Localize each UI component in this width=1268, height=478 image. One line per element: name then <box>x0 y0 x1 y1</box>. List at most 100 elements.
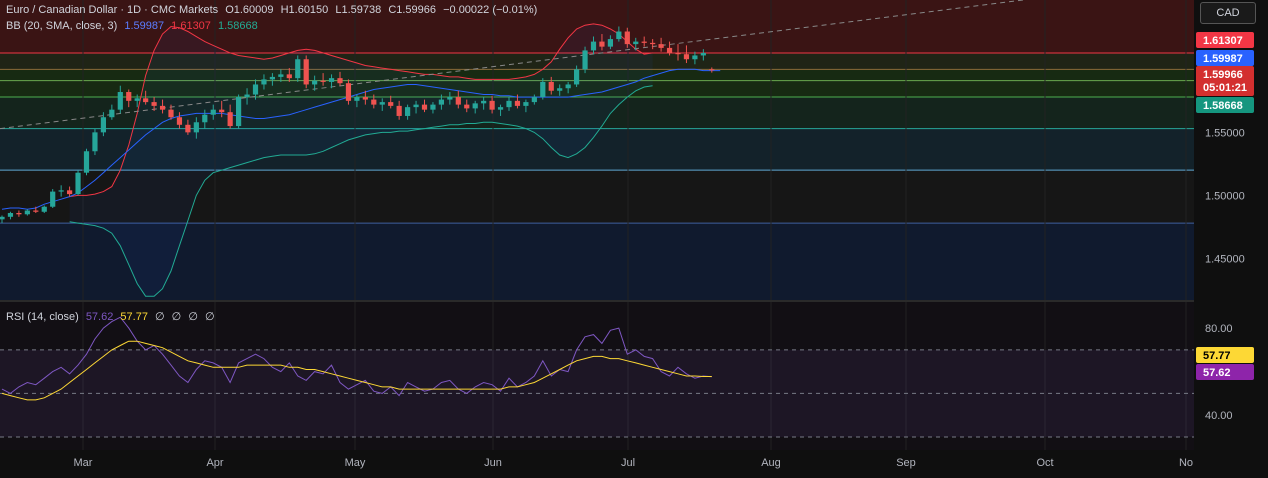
candle-body <box>658 44 664 48</box>
candle-body <box>692 55 698 60</box>
zone-band <box>0 128 1194 171</box>
rsi-pane-bg <box>0 302 1194 450</box>
candle-body <box>67 190 73 195</box>
ohlc-close: C1.59966 <box>388 4 437 16</box>
basis-tag: 1.59987 <box>1203 53 1243 65</box>
candle-body <box>607 39 613 47</box>
candle-body <box>421 104 428 110</box>
rsi-tick-label: 40.00 <box>1205 410 1233 422</box>
candle-body <box>379 102 385 105</box>
candle-body <box>641 41 647 43</box>
zone-band <box>0 170 1194 224</box>
rsi-ma-value: 57.77 <box>120 311 148 323</box>
candle-body <box>531 97 537 103</box>
ohlc-high: H1.60150 <box>280 4 329 16</box>
candle-body <box>633 41 639 45</box>
candle-body <box>58 190 64 192</box>
candle-body <box>464 104 470 109</box>
candle-body <box>590 41 597 51</box>
candle-body <box>50 191 56 207</box>
candle-body <box>624 31 630 45</box>
candle-body <box>75 172 81 195</box>
lower-band-tag: 1.58668 <box>1203 100 1243 112</box>
rsi-ma-tag-bg <box>1196 347 1254 363</box>
candle-body <box>269 76 275 80</box>
candle-body <box>0 216 5 220</box>
rsi-tag: 57.62 <box>1203 367 1231 379</box>
candle-body <box>159 105 166 110</box>
candle-body <box>455 97 461 105</box>
x-tick-label: No <box>1179 457 1193 469</box>
candle-body <box>489 100 495 110</box>
price-zones <box>0 0 1194 300</box>
candle-body <box>286 74 292 79</box>
candle-body <box>650 42 656 45</box>
candle-body <box>7 213 14 217</box>
candle-body <box>540 81 546 98</box>
candle-body <box>227 112 233 127</box>
trend-line[interactable] <box>0 0 1194 130</box>
candle-body <box>176 117 183 125</box>
bb-name: BB (20, SMA, close, 3) <box>6 20 118 32</box>
bollinger-bands <box>1 23 721 297</box>
rsi-null-1: ∅ <box>155 311 165 323</box>
candle-body <box>709 69 715 71</box>
currency-button[interactable]: CAD <box>1200 2 1256 24</box>
symbol-title: Euro / Canadian Dollar · 1D · CMC Market… <box>6 4 219 16</box>
candle-body <box>683 54 690 60</box>
zone-band <box>0 97 1194 129</box>
x-tick-label: Apr <box>206 457 223 469</box>
dashed-trend-line <box>0 0 1028 130</box>
rsi-lines <box>0 316 1194 438</box>
candle-body <box>548 81 554 91</box>
symbol-legend[interactable]: Euro / Canadian Dollar · 1D · CMC Market… <box>6 4 541 16</box>
candle-body <box>168 109 174 118</box>
lower-band-tag-bg <box>1196 97 1254 113</box>
candle-body <box>41 206 47 212</box>
candle-body <box>557 88 563 91</box>
candle-body <box>320 80 326 82</box>
candle-body <box>134 98 140 101</box>
bb-lower-line <box>69 85 653 297</box>
x-tick-label: Jun <box>484 457 502 469</box>
rsi-name: RSI (14, close) <box>6 311 79 323</box>
candle-body <box>100 117 106 133</box>
candle-body <box>202 114 208 123</box>
candle-body <box>675 52 681 55</box>
candle-body <box>117 92 123 110</box>
rsi-legend[interactable]: RSI (14, close) 57.62 57.77 ∅ ∅ ∅ ∅ <box>6 310 219 323</box>
axes: Mar Apr May Jun Jul Aug Sep Oct No 1.55000 1.50000… <box>74 127 1245 469</box>
candle-body <box>92 132 98 152</box>
rsi-null-4: ∅ <box>204 311 215 323</box>
candle-body <box>388 102 394 106</box>
x-tick-label: Sep <box>896 457 916 469</box>
candle-body <box>143 98 149 103</box>
rsi-tick-label: 80.00 <box>1205 323 1233 335</box>
candle-body <box>481 100 487 104</box>
last-price-tag-bg <box>1196 66 1254 96</box>
candle-body <box>371 99 377 105</box>
time-axis-bg <box>0 450 1194 478</box>
candle-body <box>413 104 419 108</box>
candle-body <box>295 59 301 79</box>
candle-body <box>219 109 225 113</box>
candle-body <box>582 50 588 70</box>
candle-body <box>185 124 191 133</box>
bb-legend[interactable]: BB (20, SMA, close, 3) 1.59987 1.61307 1… <box>6 20 262 32</box>
bb-upper-line <box>69 23 653 198</box>
candle-body <box>700 52 706 56</box>
candle-body <box>666 47 673 53</box>
rsi-null-2: ∅ <box>171 311 182 323</box>
candle-body <box>126 92 132 101</box>
last-price-tag: 05:01:21 <box>1203 82 1247 94</box>
bb-fill <box>69 23 653 297</box>
candle-body <box>497 107 504 110</box>
bb-upper-value: 1.61307 <box>171 20 211 32</box>
candle-body <box>472 103 478 109</box>
candle-body <box>193 122 199 133</box>
upper-band-tag: 1.61307 <box>1203 35 1243 47</box>
bb-basis-value: 1.59987 <box>124 20 165 32</box>
candle-body <box>405 107 411 116</box>
candle-body <box>83 151 90 173</box>
